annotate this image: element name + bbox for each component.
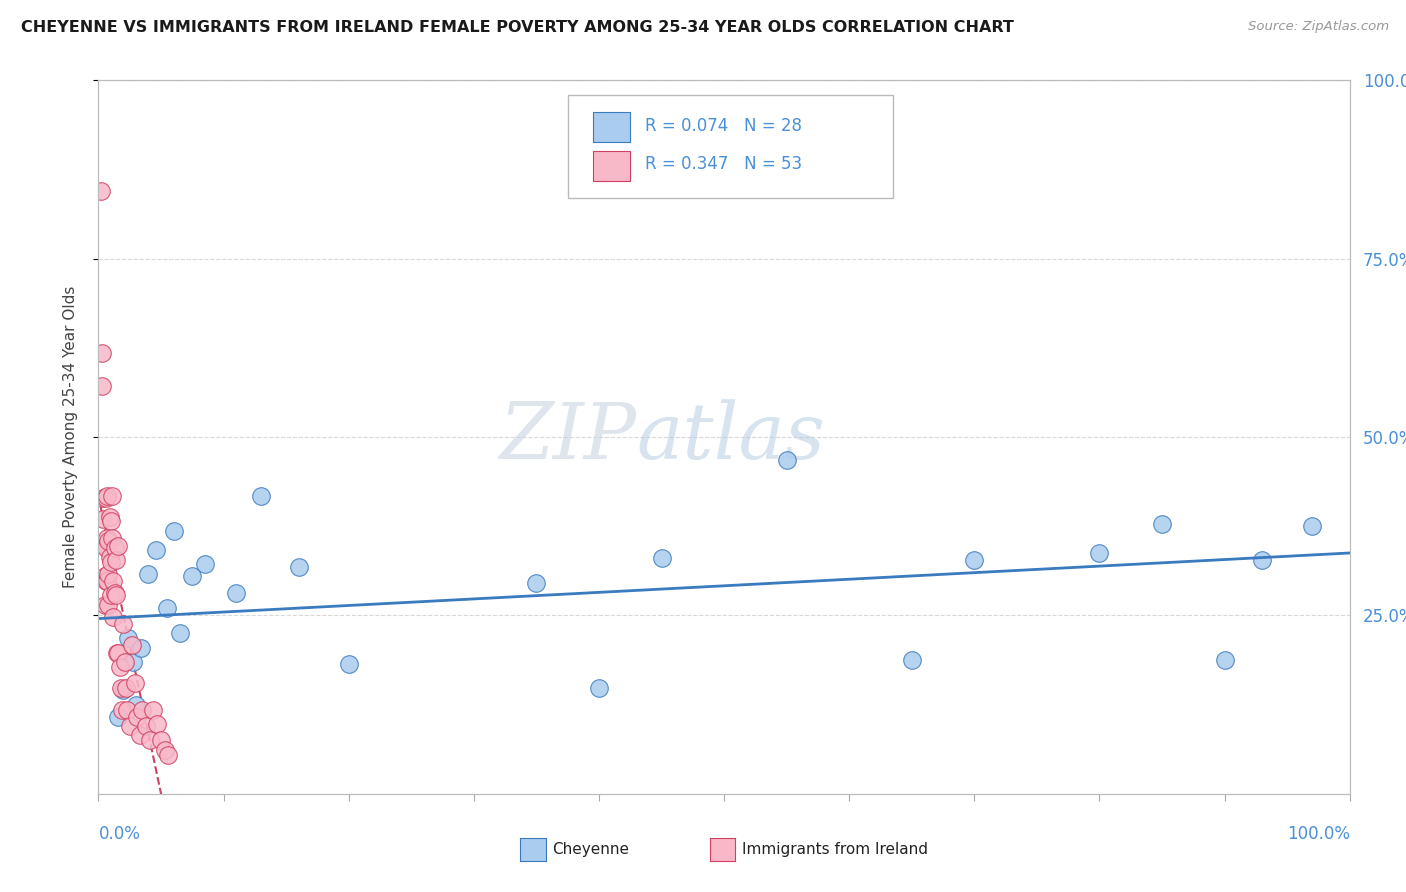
Point [94, 491, 117, 505]
Point [98, 510, 121, 524]
Point [110, 681, 132, 696]
Point [125, 698, 148, 712]
Text: R = 0.074   N = 28: R = 0.074 N = 28 [645, 117, 803, 135]
Point [101, 532, 124, 546]
FancyBboxPatch shape [568, 95, 893, 198]
Point [115, 703, 138, 717]
Point [98, 549, 121, 564]
Point [93, 569, 115, 583]
Point [250, 489, 273, 503]
Point [112, 617, 135, 632]
Text: Source: ZipAtlas.com: Source: ZipAtlas.com [1249, 20, 1389, 33]
Point [1213, 653, 1236, 667]
Point [104, 553, 127, 567]
Point [145, 542, 167, 557]
Point [901, 653, 924, 667]
Point [181, 569, 204, 583]
Point [114, 655, 136, 669]
Point [91, 346, 114, 360]
Point [104, 585, 127, 599]
Bar [593, 112, 630, 143]
Point [138, 567, 160, 582]
Point [96, 574, 118, 589]
Point [225, 585, 247, 599]
Text: atlas: atlas [637, 399, 825, 475]
Point [103, 610, 125, 624]
Point [588, 681, 610, 696]
Point [162, 524, 184, 539]
Point [1152, 517, 1174, 532]
Point [94, 541, 117, 555]
Point [97, 533, 120, 548]
Point [776, 453, 799, 467]
Point [156, 601, 179, 615]
Point [127, 710, 149, 724]
Point [104, 541, 127, 555]
Text: CHEYENNE VS IMMIGRANTS FROM IRELAND FEMALE POVERTY AMONG 25-34 YEAR OLDS CORRELA: CHEYENNE VS IMMIGRANTS FROM IRELAND FEMA… [21, 20, 1014, 35]
Point [963, 553, 986, 567]
Point [150, 733, 173, 747]
Point [93, 598, 115, 612]
Point [118, 719, 141, 733]
Point [100, 589, 122, 603]
Point [146, 717, 169, 731]
Point [96, 532, 118, 546]
Text: 100.0%: 100.0% [1286, 825, 1350, 843]
Point [93, 491, 115, 505]
Bar [593, 151, 630, 181]
Point [1251, 553, 1274, 567]
Text: ZIP: ZIP [499, 399, 637, 475]
Point [129, 640, 152, 655]
Point [1088, 546, 1111, 560]
Point [121, 639, 143, 653]
Point [1301, 519, 1323, 533]
Point [107, 710, 129, 724]
Point [97, 598, 120, 612]
Point [93, 512, 115, 526]
Point [105, 646, 128, 660]
Point [108, 660, 131, 674]
Point [93, 539, 115, 553]
Text: R = 0.347   N = 53: R = 0.347 N = 53 [645, 155, 803, 173]
Point [94, 574, 117, 589]
Point [135, 719, 157, 733]
Point [90, 184, 112, 198]
Point [103, 574, 125, 589]
Point [526, 576, 548, 591]
Y-axis label: Female Poverty Among 25-34 Year Olds: Female Poverty Among 25-34 Year Olds [63, 286, 77, 588]
Point [131, 703, 153, 717]
Point [142, 703, 165, 717]
Point [122, 655, 145, 669]
Point [651, 551, 673, 566]
Point [128, 728, 150, 742]
Point [337, 657, 360, 671]
Point [100, 555, 122, 569]
Point [287, 560, 309, 574]
Point [96, 489, 118, 503]
Point [194, 557, 217, 571]
Point [157, 747, 180, 762]
Text: Cheyenne: Cheyenne [553, 842, 630, 856]
Point [97, 567, 120, 582]
Point [91, 378, 114, 392]
Point [107, 646, 129, 660]
Text: 0.0%: 0.0% [98, 825, 141, 843]
Point [100, 514, 122, 528]
Point [111, 703, 134, 717]
Point [112, 683, 135, 698]
Point [107, 539, 129, 553]
Point [101, 489, 124, 503]
Point [124, 676, 146, 690]
Point [115, 681, 138, 696]
Point [138, 733, 160, 747]
Point [104, 589, 127, 603]
Point [169, 626, 191, 640]
Point [153, 742, 176, 756]
Text: Immigrants from Ireland: Immigrants from Ireland [742, 842, 928, 856]
Point [117, 632, 139, 646]
